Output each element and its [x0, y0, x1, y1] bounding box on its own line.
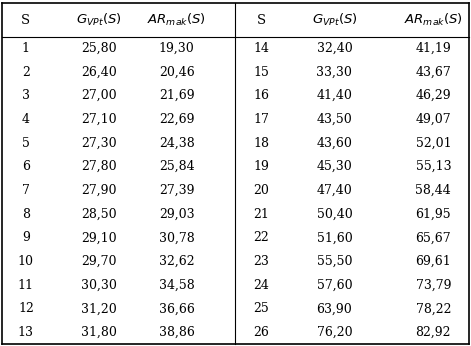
Text: 73,79: 73,79 [415, 279, 451, 292]
Text: 17: 17 [253, 113, 269, 126]
Text: 26,40: 26,40 [81, 66, 117, 79]
Text: 69,61: 69,61 [415, 255, 451, 268]
Text: 27,90: 27,90 [81, 184, 117, 197]
Text: 8: 8 [22, 208, 30, 221]
Text: 30,78: 30,78 [159, 231, 195, 244]
Text: 32,62: 32,62 [159, 255, 195, 268]
Text: 16: 16 [253, 89, 269, 102]
Text: 7: 7 [22, 184, 30, 197]
Text: 31,20: 31,20 [81, 302, 117, 315]
Text: 32,40: 32,40 [317, 42, 352, 55]
Text: 76,20: 76,20 [317, 326, 352, 339]
Text: 2: 2 [22, 66, 30, 79]
Text: 43,67: 43,67 [415, 66, 451, 79]
Text: 21,69: 21,69 [159, 89, 195, 102]
Text: 55,13: 55,13 [415, 160, 451, 173]
Text: 45,30: 45,30 [317, 160, 352, 173]
Text: 41,19: 41,19 [415, 42, 451, 55]
Text: 31,80: 31,80 [81, 326, 117, 339]
Text: 36,66: 36,66 [159, 302, 195, 315]
Text: 22,69: 22,69 [159, 113, 195, 126]
Text: 43,50: 43,50 [317, 113, 352, 126]
Text: 51,60: 51,60 [317, 231, 352, 244]
Text: 15: 15 [253, 66, 269, 79]
Text: 47,40: 47,40 [317, 184, 352, 197]
Text: 5: 5 [22, 137, 30, 149]
Text: 6: 6 [22, 160, 30, 173]
Text: 21: 21 [253, 208, 269, 221]
Text: 9: 9 [22, 231, 30, 244]
Text: 52,01: 52,01 [415, 137, 451, 149]
Text: 58,44: 58,44 [415, 184, 451, 197]
Text: 19: 19 [253, 160, 269, 173]
Text: 20: 20 [253, 184, 269, 197]
Text: 34,58: 34,58 [159, 279, 195, 292]
Text: S: S [21, 13, 31, 27]
Text: $G_{VPt}(S)$: $G_{VPt}(S)$ [311, 12, 357, 28]
Text: 27,10: 27,10 [81, 113, 117, 126]
Text: $AR_{mak}(S)$: $AR_{mak}(S)$ [404, 12, 463, 28]
Text: 27,00: 27,00 [81, 89, 117, 102]
Text: 29,03: 29,03 [159, 208, 195, 221]
Text: 50,40: 50,40 [317, 208, 352, 221]
Text: 49,07: 49,07 [415, 113, 451, 126]
Text: 27,39: 27,39 [159, 184, 195, 197]
Text: 43,60: 43,60 [317, 137, 352, 149]
Text: S: S [257, 13, 266, 27]
Text: 14: 14 [253, 42, 269, 55]
Text: 55,50: 55,50 [317, 255, 352, 268]
Text: 29,10: 29,10 [81, 231, 117, 244]
Text: 30,30: 30,30 [81, 279, 117, 292]
Text: 22: 22 [253, 231, 269, 244]
Text: 41,40: 41,40 [317, 89, 352, 102]
Text: 24: 24 [253, 279, 269, 292]
Text: 24,38: 24,38 [159, 137, 195, 149]
Text: 27,80: 27,80 [81, 160, 117, 173]
Text: 1: 1 [22, 42, 30, 55]
Text: 18: 18 [253, 137, 269, 149]
Text: 3: 3 [22, 89, 30, 102]
Text: 25: 25 [253, 302, 269, 315]
Text: 26: 26 [253, 326, 269, 339]
Text: 4: 4 [22, 113, 30, 126]
Text: 38,86: 38,86 [159, 326, 195, 339]
Text: 12: 12 [18, 302, 34, 315]
Text: 27,30: 27,30 [81, 137, 117, 149]
Text: 11: 11 [18, 279, 34, 292]
Text: 23: 23 [253, 255, 269, 268]
Text: 25,84: 25,84 [159, 160, 195, 173]
Text: 10: 10 [18, 255, 34, 268]
Text: 28,50: 28,50 [81, 208, 117, 221]
Text: 65,67: 65,67 [415, 231, 451, 244]
Text: 20,46: 20,46 [159, 66, 195, 79]
Text: $AR_{mak}(S)$: $AR_{mak}(S)$ [147, 12, 206, 28]
Text: 13: 13 [18, 326, 34, 339]
Text: 25,80: 25,80 [81, 42, 117, 55]
Text: 78,22: 78,22 [415, 302, 451, 315]
Text: 33,30: 33,30 [317, 66, 352, 79]
Text: 61,95: 61,95 [415, 208, 451, 221]
Text: 82,92: 82,92 [415, 326, 451, 339]
Text: 19,30: 19,30 [159, 42, 195, 55]
Text: 63,90: 63,90 [317, 302, 352, 315]
Text: 46,29: 46,29 [415, 89, 451, 102]
Text: 29,70: 29,70 [81, 255, 117, 268]
Text: 57,60: 57,60 [317, 279, 352, 292]
Text: $G_{VPt}(S)$: $G_{VPt}(S)$ [76, 12, 122, 28]
